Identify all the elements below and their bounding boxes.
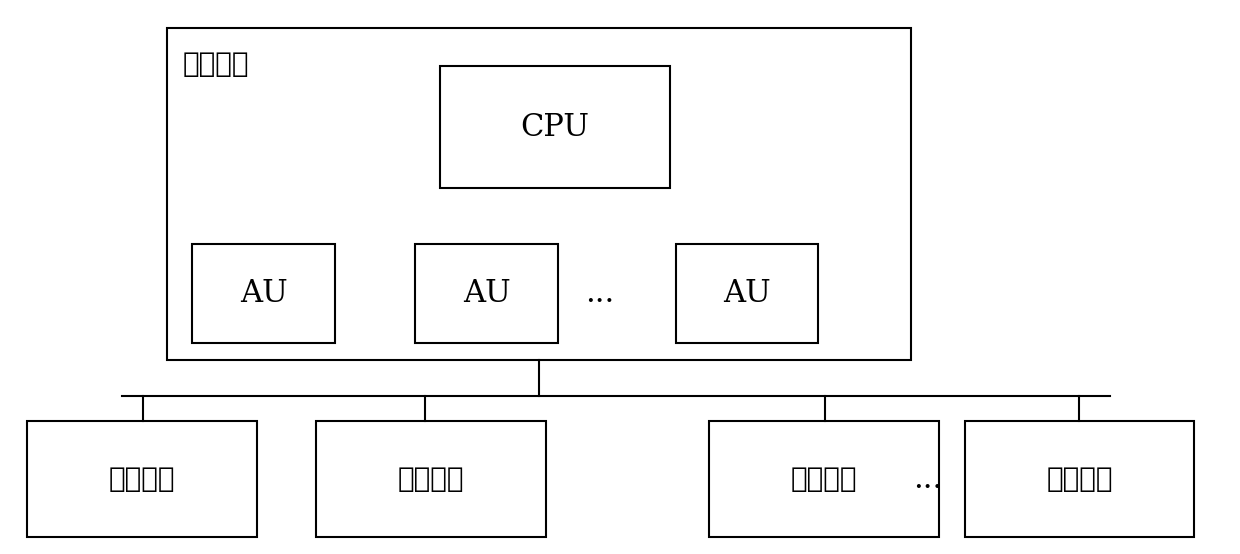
FancyBboxPatch shape: [167, 28, 911, 360]
Text: 存储节点: 存储节点: [398, 465, 464, 493]
Text: AU: AU: [463, 278, 511, 309]
FancyBboxPatch shape: [27, 421, 257, 537]
Text: 计算节点: 计算节点: [182, 50, 249, 78]
FancyBboxPatch shape: [965, 421, 1194, 537]
FancyBboxPatch shape: [676, 244, 818, 343]
Text: CPU: CPU: [521, 112, 589, 143]
Text: 存储节点: 存储节点: [1047, 465, 1112, 493]
Text: ...: ...: [585, 278, 615, 309]
FancyBboxPatch shape: [709, 421, 939, 537]
FancyBboxPatch shape: [440, 66, 670, 188]
FancyBboxPatch shape: [316, 421, 546, 537]
Text: ...: ...: [913, 464, 942, 495]
FancyBboxPatch shape: [192, 244, 335, 343]
Text: AU: AU: [723, 278, 771, 309]
Text: AU: AU: [239, 278, 288, 309]
FancyBboxPatch shape: [415, 244, 558, 343]
Text: 存储节点: 存储节点: [791, 465, 857, 493]
Text: 存储节点: 存储节点: [109, 465, 175, 493]
